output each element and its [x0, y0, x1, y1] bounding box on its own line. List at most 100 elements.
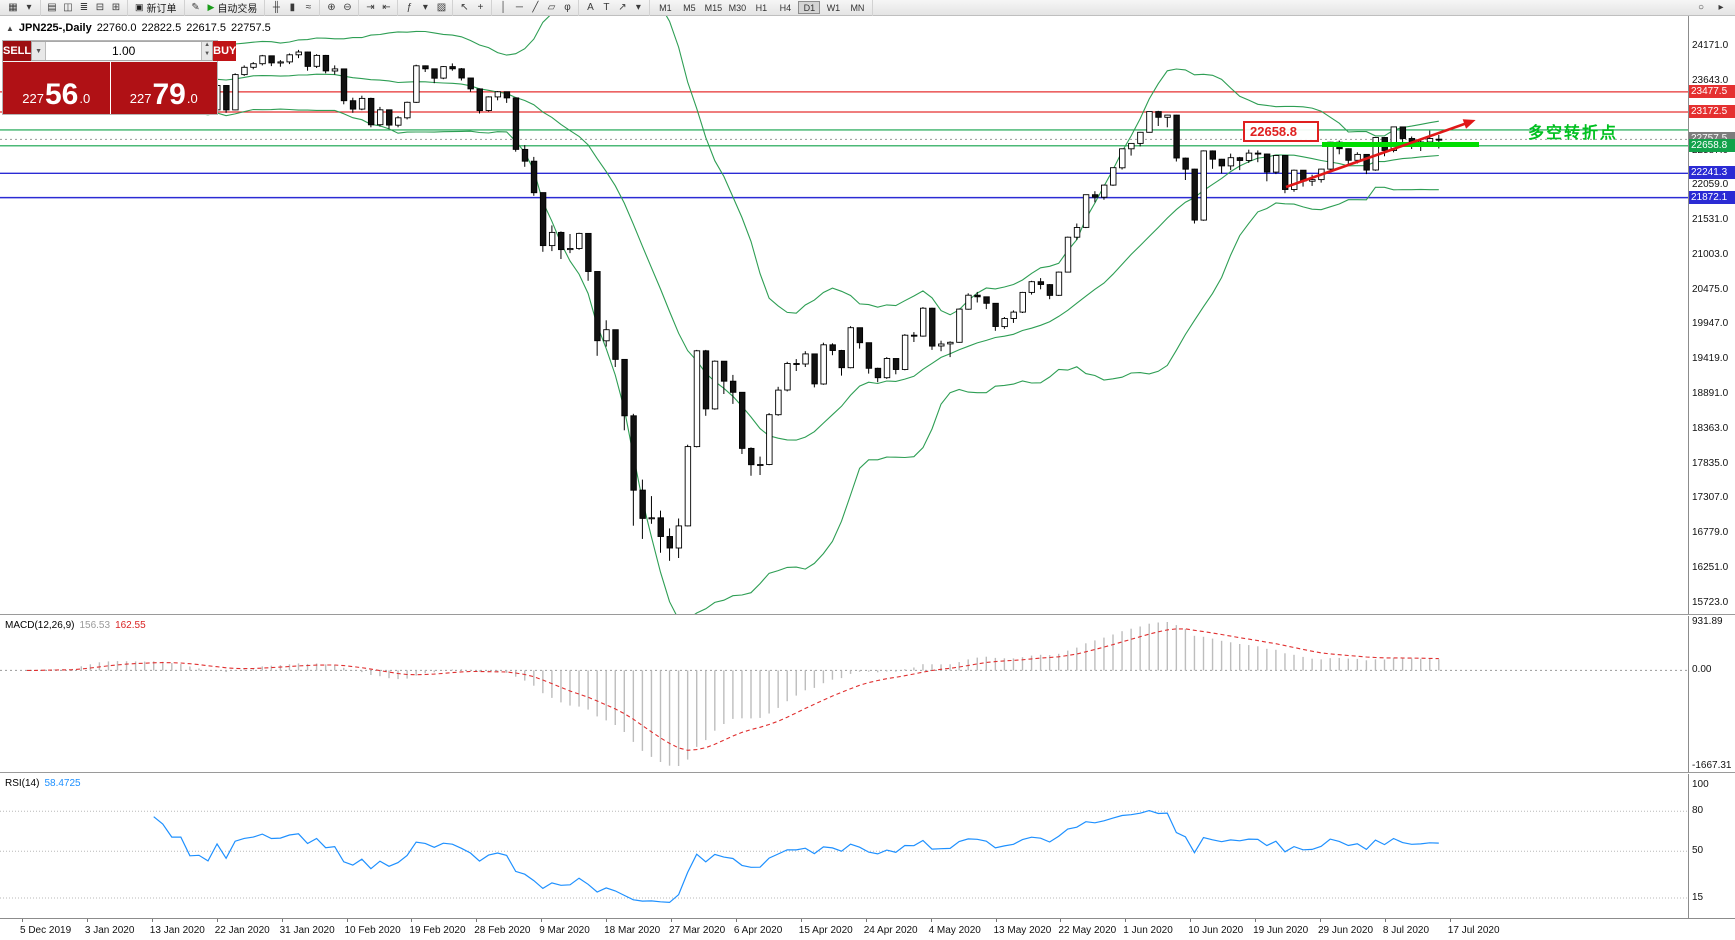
price-axis-label: 19947.0 — [1692, 318, 1729, 330]
cursor-icon[interactable]: ↖ — [460, 2, 469, 13]
market-watch-icon[interactable]: ▤ — [47, 2, 57, 13]
date-axis[interactable]: 5 Dec 2019 3 Jan 2020 13 Jan 2020 22 Jan 20… — [0, 918, 1735, 940]
macd-axis-label: 931.89 — [1692, 616, 1723, 627]
periods-dropdown-icon[interactable]: ▾ — [422, 2, 428, 13]
metaeditor-icon[interactable]: ✎ — [191, 2, 200, 13]
candle-body — [286, 54, 293, 63]
lot-down-icon[interactable]: ▼ — [202, 51, 213, 60]
bollinger-middle-band[interactable] — [198, 73, 1439, 441]
line-chart-icon[interactable]: ≈ — [305, 2, 312, 13]
timeframe-h4-button[interactable]: H4 — [779, 3, 792, 13]
sell-button[interactable]: SELL — [3, 41, 32, 61]
chart-symbol-period: JPN225-,Daily — [18, 22, 92, 34]
candle-body — [974, 294, 981, 298]
navigator-icon[interactable]: ≣ — [79, 2, 89, 13]
candle-body — [1390, 126, 1398, 151]
collapse-ohlc-icon[interactable]: ▲ — [6, 23, 14, 33]
sell-price-box[interactable]: 227 56.0 — [3, 62, 110, 114]
text-icon[interactable]: A — [587, 2, 594, 13]
price-axis[interactable]: 24171.023643.023115.022587.022059.021531… — [1688, 16, 1735, 614]
indicators-icon[interactable]: ƒ — [406, 2, 413, 13]
autoscroll-icon[interactable]: ⇥ — [366, 2, 375, 13]
sell-price-prefix: 227 — [22, 91, 44, 106]
arrows-icon[interactable]: ↗ — [618, 2, 627, 13]
candle-body — [558, 231, 565, 251]
new-order-button[interactable]: ▣ 新订单 — [131, 1, 181, 15]
cursor-mode-icon[interactable]: ▸ — [1718, 2, 1724, 13]
chart-shift-icon[interactable]: ⇤ — [382, 2, 391, 13]
buy-button[interactable]: BUY — [213, 41, 237, 61]
rsi-indicator[interactable] — [0, 774, 1688, 918]
candle-body — [892, 358, 900, 370]
date-tick — [281, 919, 283, 922]
search-icon[interactable]: ○ — [1697, 2, 1705, 13]
candle-body — [1146, 111, 1153, 133]
lot-stepper[interactable]: ▲ ▼ — [201, 42, 213, 60]
crosshair-icon[interactable]: + — [477, 2, 484, 13]
buy-price-box[interactable]: 227 79.0 — [110, 62, 217, 114]
timeframe-m5-button[interactable]: M5 — [683, 3, 696, 13]
price-callout[interactable]: 22658.8 — [1243, 121, 1319, 142]
trend-arrow-line[interactable] — [1285, 120, 1471, 189]
candle-body — [1354, 153, 1361, 161]
rsi-axis[interactable]: 100 80 50 15 — [1688, 774, 1735, 918]
strategy-tester-icon[interactable]: ⊞ — [111, 2, 121, 13]
date-tick — [995, 919, 997, 922]
candle-body — [377, 109, 384, 126]
bars-chart-icon[interactable]: ╫ — [272, 2, 280, 13]
timeframe-w1-button[interactable]: W1 — [826, 3, 841, 13]
macd-axis[interactable]: 931.89 0.00 -1667.31 — [1688, 616, 1735, 772]
objects-dropdown-icon[interactable]: ▾ — [635, 2, 641, 13]
macd-indicator[interactable] — [0, 616, 1688, 772]
date-tick — [735, 919, 737, 922]
candle-body — [386, 109, 393, 126]
templates-icon[interactable]: ▨ — [436, 2, 447, 13]
date-axis-label: 4 May 2020 — [928, 925, 981, 936]
annotation-turning-point[interactable]: 多空转折点 — [1528, 125, 1619, 142]
lot-dropdown-icon[interactable]: ▼ — [32, 42, 47, 60]
timeframe-m30-button[interactable]: M30 — [728, 3, 747, 13]
candle-body — [639, 489, 646, 519]
timeframe-h1-button[interactable]: H1 — [755, 3, 768, 13]
timeframe-m1-button[interactable]: M1 — [659, 3, 672, 13]
candle-body — [1010, 311, 1017, 319]
support-highlight-segment[interactable] — [1322, 142, 1479, 147]
date-axis-label: 19 Jun 2020 — [1253, 925, 1309, 936]
horizontal-line-icon[interactable]: ─ — [515, 2, 523, 13]
candle-body — [259, 55, 266, 65]
date-tick — [476, 919, 478, 922]
autotrade-button[interactable]: ▶ 自动交易 — [204, 1, 262, 15]
lot-up-icon[interactable]: ▲ — [202, 42, 213, 51]
rsi-line[interactable] — [153, 809, 1439, 904]
bollinger-upper-band[interactable] — [198, 16, 1439, 316]
candle-body — [1236, 157, 1244, 161]
candle-body — [1227, 157, 1235, 167]
panel-separator[interactable] — [0, 614, 1735, 616]
panel-separator[interactable] — [0, 772, 1735, 774]
timeframe-m15-button[interactable]: M15 — [704, 3, 723, 13]
candle-body — [729, 380, 737, 393]
vertical-line-icon[interactable]: │ — [500, 2, 507, 13]
timeframe-mn-button[interactable]: MN — [850, 3, 865, 13]
main-chart-canvas[interactable] — [0, 16, 1688, 614]
date-axis-label: 22 Jan 2020 — [214, 925, 270, 936]
text-label-icon[interactable]: T — [603, 2, 610, 13]
macd-signal-line[interactable] — [27, 628, 1439, 751]
lot-size-input[interactable] — [46, 42, 202, 60]
zoom-out-icon[interactable]: ⊖ — [343, 2, 352, 13]
candle-body — [1128, 142, 1135, 150]
new-chart-icon[interactable]: ▦ — [8, 2, 18, 13]
chart-list-dropdown-icon[interactable]: ▾ — [26, 2, 32, 13]
channel-icon[interactable]: ▱ — [547, 2, 556, 13]
fibonacci-icon[interactable]: φ — [564, 2, 571, 13]
candle-body — [304, 51, 311, 67]
terminal-icon[interactable]: ⊟ — [95, 2, 105, 13]
candles-chart-icon[interactable]: ▮ — [289, 2, 296, 13]
zoom-in-icon[interactable]: ⊕ — [327, 2, 336, 13]
timeframe-d1-button[interactable]: D1 — [798, 1, 821, 14]
date-tick — [1320, 919, 1321, 922]
trendline-icon[interactable]: ╱ — [532, 2, 539, 13]
date-tick — [541, 919, 543, 922]
bollinger-lower-band[interactable] — [198, 108, 1439, 614]
data-window-icon[interactable]: ◫ — [63, 2, 73, 13]
